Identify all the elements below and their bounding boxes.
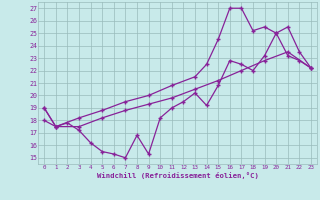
X-axis label: Windchill (Refroidissement éolien,°C): Windchill (Refroidissement éolien,°C) [97,172,259,179]
